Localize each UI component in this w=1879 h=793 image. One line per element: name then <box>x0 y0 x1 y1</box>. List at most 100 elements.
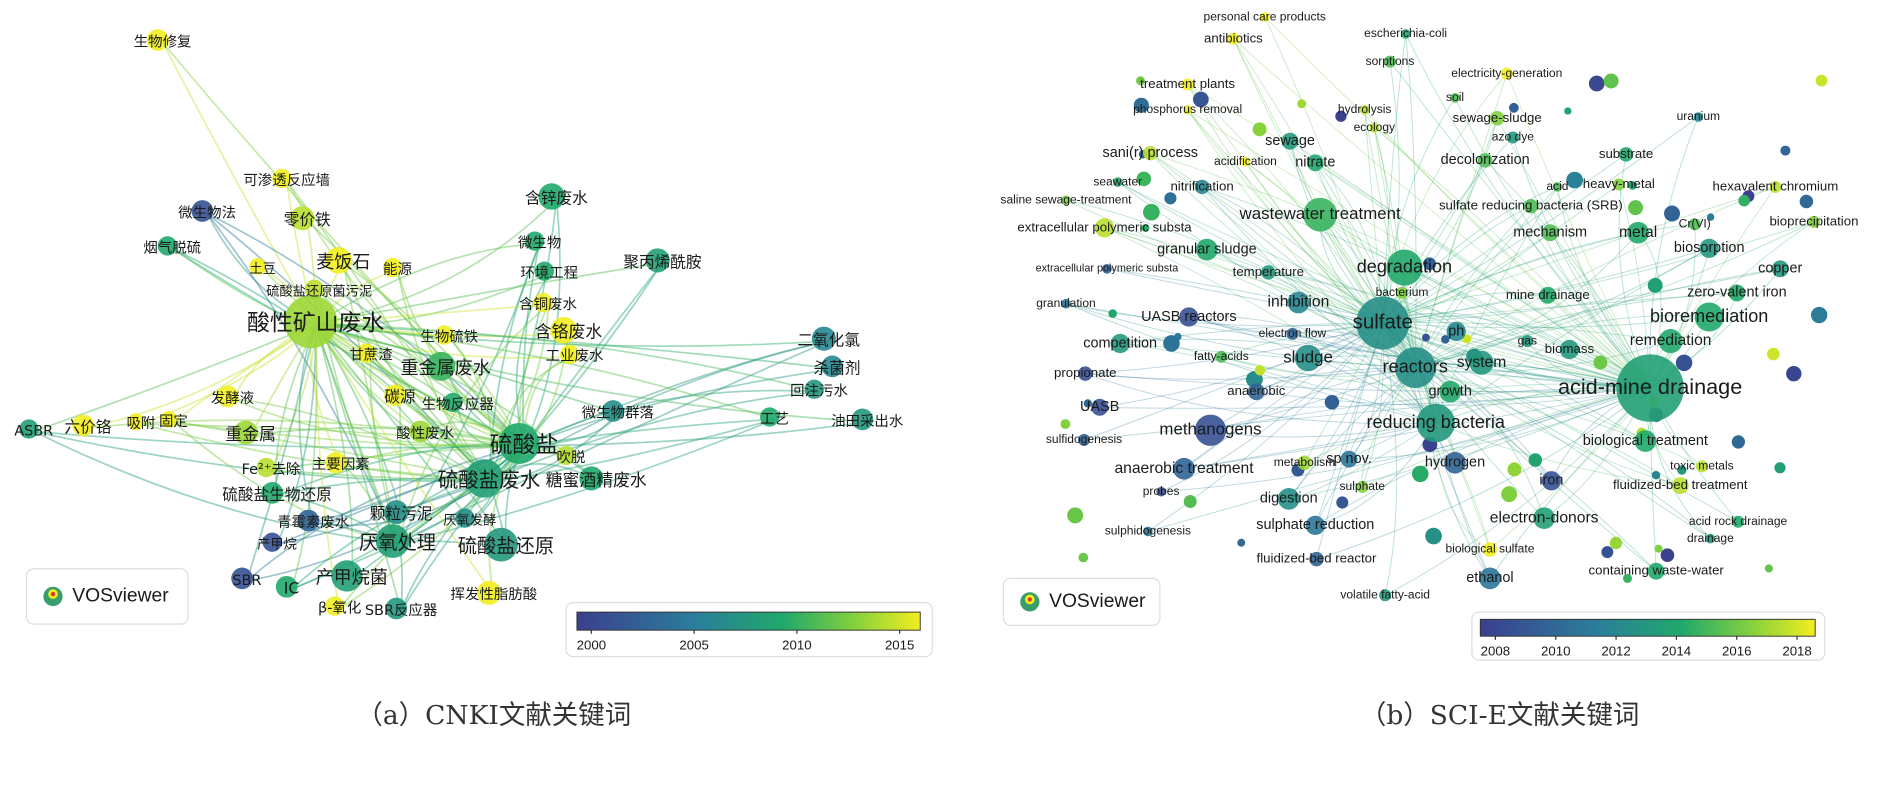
edge <box>140 423 490 482</box>
node-label: hydrolysis <box>1338 102 1392 116</box>
node-label: 产甲烷 <box>257 537 297 553</box>
node-label: sulphate <box>1340 479 1386 493</box>
node-label: 含铬废水 <box>535 322 603 342</box>
node <box>1628 200 1644 216</box>
node <box>533 292 553 313</box>
node <box>1305 515 1325 536</box>
edge <box>1382 322 1703 467</box>
edge <box>315 323 525 447</box>
edge <box>1308 357 1437 424</box>
node-label: saline sewage-treatment <box>1000 192 1132 206</box>
colorbar-tick-label: 2000 <box>577 637 606 652</box>
node <box>1634 430 1657 452</box>
node <box>1654 544 1663 553</box>
edge <box>1415 340 1671 373</box>
edge <box>276 443 525 497</box>
edge <box>315 304 549 326</box>
edge <box>1210 367 1416 431</box>
edge <box>306 220 525 447</box>
edge <box>488 390 820 482</box>
node <box>231 567 253 590</box>
node <box>290 206 315 231</box>
node <box>1533 507 1555 529</box>
node <box>1767 347 1780 361</box>
edge <box>1506 73 1651 389</box>
node <box>1369 123 1380 133</box>
node-label: Fe²⁺去除 <box>242 461 301 478</box>
node-label: bioprecipitation <box>1769 213 1858 228</box>
edge <box>314 323 471 522</box>
edge <box>1083 387 1651 441</box>
node <box>579 466 604 491</box>
edge <box>1382 221 1815 324</box>
node-label: acid <box>1546 179 1568 193</box>
edge <box>87 419 525 447</box>
node-label: containing waste-water <box>1588 563 1724 578</box>
edge <box>140 423 525 447</box>
node-label: biomass <box>1545 341 1595 356</box>
node <box>19 419 39 439</box>
node <box>1237 538 1246 547</box>
edge <box>1210 387 1651 431</box>
node-label: temperature <box>1233 264 1304 279</box>
node <box>1143 203 1160 221</box>
node <box>1078 552 1089 563</box>
edge <box>290 324 318 590</box>
node-label: 吸附 <box>126 415 155 432</box>
node-label: 麦饭石 <box>316 252 370 273</box>
edge <box>1389 61 1651 389</box>
edge <box>1382 97 1456 324</box>
node <box>1411 465 1429 483</box>
edge <box>1221 356 1651 393</box>
node <box>1482 542 1498 557</box>
node <box>262 532 282 552</box>
node-label: substrate <box>1599 146 1653 161</box>
node-label: 硫酸盐废水 <box>438 468 540 492</box>
node-label: 青霉素废水 <box>277 514 350 531</box>
node <box>1136 171 1152 187</box>
edge <box>339 445 525 610</box>
edge <box>1382 322 1711 540</box>
node <box>1359 105 1370 115</box>
edge <box>1414 186 1558 368</box>
node <box>1261 265 1276 280</box>
node-label: 含锌废水 <box>525 188 588 207</box>
node <box>304 279 325 299</box>
node-label: seawater <box>1093 174 1142 188</box>
node-label: propionate <box>1054 365 1117 380</box>
node <box>1706 213 1715 221</box>
node <box>160 410 178 428</box>
edge <box>488 243 541 481</box>
node <box>1061 195 1071 205</box>
edge <box>397 340 830 545</box>
edge <box>1316 387 1651 560</box>
edge <box>1256 387 1651 406</box>
edge <box>315 323 525 447</box>
edge <box>1288 422 1437 500</box>
edge <box>1382 61 1400 324</box>
edge <box>206 212 490 482</box>
edge <box>1120 322 1383 344</box>
node-label: soil <box>1446 90 1464 104</box>
node <box>1396 286 1409 299</box>
edge <box>1161 387 1651 493</box>
edge <box>1104 227 1383 324</box>
edge <box>315 323 829 347</box>
node-label: ph <box>1448 323 1464 339</box>
node-label: copper <box>1758 261 1802 277</box>
node-label: uranium <box>1677 109 1720 123</box>
edge <box>351 445 525 580</box>
node <box>1133 97 1149 113</box>
node <box>464 459 504 498</box>
node <box>1383 55 1397 68</box>
edge <box>1382 322 1545 519</box>
node-label: 生物反应器 <box>422 395 495 413</box>
edge <box>1292 333 1437 424</box>
node <box>556 445 576 466</box>
node-label: SBR反应器 <box>365 601 438 619</box>
node-label: 颗粒污泥 <box>370 504 433 523</box>
node <box>1593 355 1608 370</box>
node <box>1425 527 1442 545</box>
node-label: anaerobic treatment <box>1114 460 1254 477</box>
